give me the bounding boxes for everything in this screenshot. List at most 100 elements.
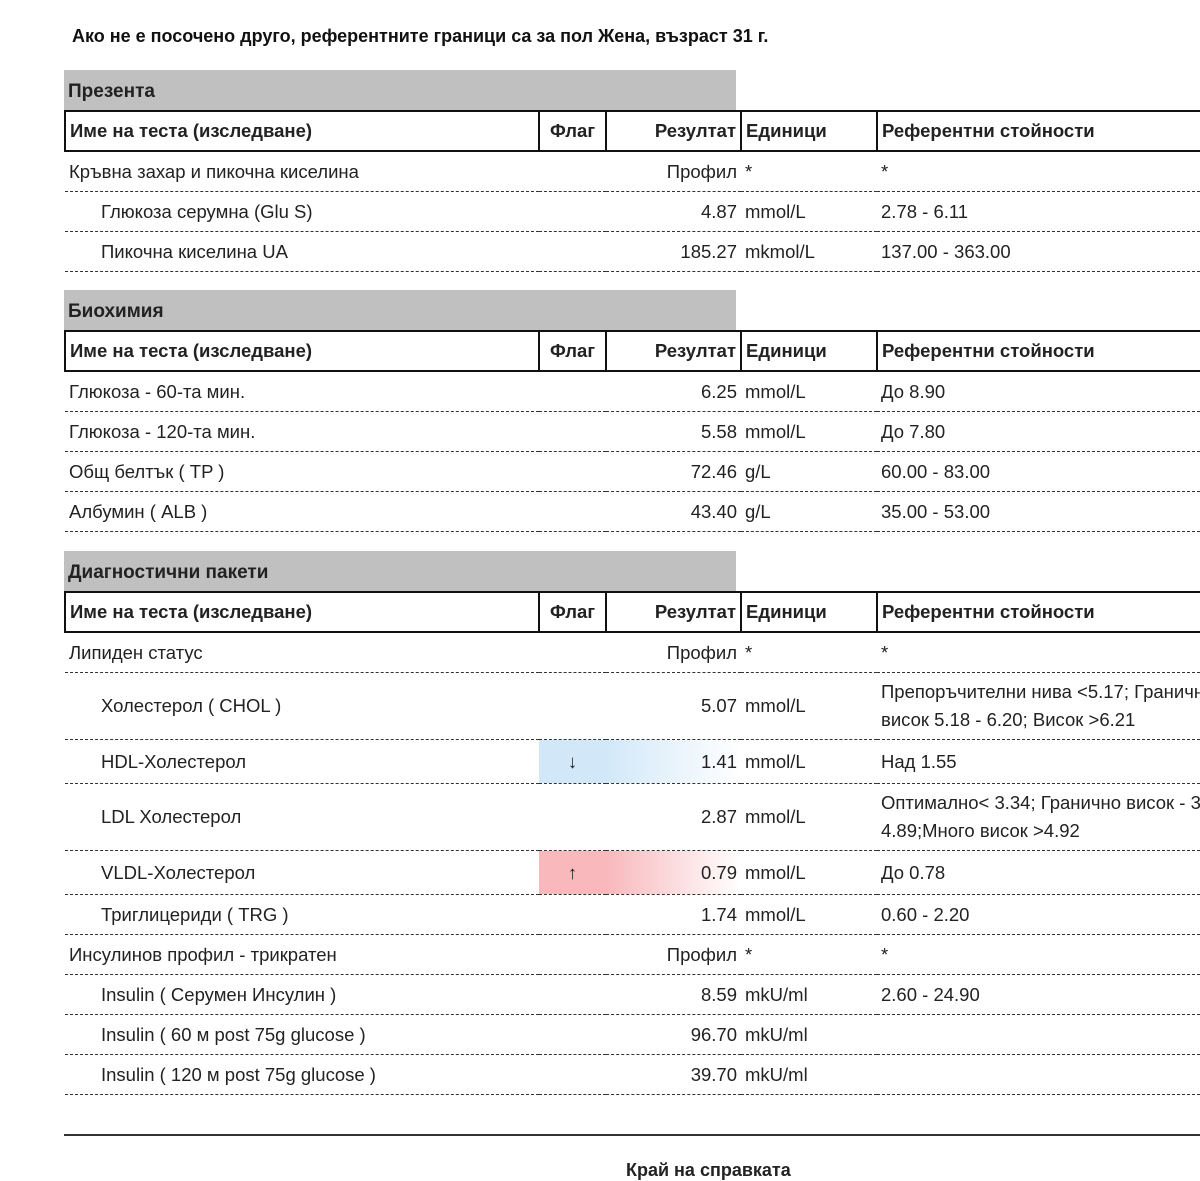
header-units: Единици — [740, 330, 878, 372]
test-name: Глюкоза серумна (Glu S) — [65, 191, 539, 232]
flag — [539, 491, 606, 532]
units: mkU/ml — [741, 1054, 877, 1095]
result-value: 72.46 — [606, 451, 741, 492]
result-value: 1.74 — [606, 894, 741, 935]
reference-range: 137.00 - 363.00 — [877, 231, 1200, 272]
units: mmol/L — [741, 411, 877, 452]
result-value: 0.79 — [606, 850, 741, 895]
test-name: Insulin ( 120 м post 75g glucose ) — [65, 1054, 539, 1095]
header-flag: Флаг — [538, 330, 607, 372]
table-row: Холестерол ( CHOL ) 5.07 mmol/L Препоръч… — [65, 672, 1200, 740]
header-name: Име на теста (изследване) — [64, 110, 540, 152]
section-title: Биохимия — [64, 290, 736, 330]
flag — [539, 1014, 606, 1055]
test-name: LDL Холестерол — [65, 783, 539, 851]
flag — [539, 974, 606, 1015]
units: mmol/L — [741, 783, 877, 851]
header-result: Резултат — [605, 330, 742, 372]
reference-range: До 7.80 — [877, 411, 1200, 452]
result-value: 5.07 — [606, 672, 741, 740]
result-value: 43.40 — [606, 491, 741, 532]
reference-range: 2.78 - 6.11 — [877, 191, 1200, 232]
units: mkU/ml — [741, 974, 877, 1015]
reference-note: Ако не е посочено друго, референтните гр… — [72, 26, 769, 46]
units: mmol/L — [741, 371, 877, 412]
units: mkmol/L — [741, 231, 877, 272]
test-name: Общ белтък ( TP ) — [65, 451, 539, 492]
results-table: Име на теста (изследване) Флаг Резултат … — [64, 330, 1200, 532]
low-flag-icon: ↓ — [539, 739, 606, 784]
units: * — [741, 151, 877, 192]
table-row: LDL Холестерол 2.87 mmol/L Оптимално< 3.… — [65, 783, 1200, 851]
reference-range: 2.60 - 24.90 — [877, 974, 1200, 1015]
units: mmol/L — [741, 739, 877, 784]
units: mmol/L — [741, 191, 877, 232]
test-name: Албумин ( ALB ) — [65, 491, 539, 532]
result-value: Профил — [606, 934, 741, 975]
header-ref: Референтни стойности — [876, 591, 1200, 633]
reference-range: 60.00 - 83.00 — [877, 451, 1200, 492]
result-value: 2.87 — [606, 783, 741, 851]
table-row: VLDL-Холестерол ↑ 0.79 mmol/L До 0.78 — [65, 850, 1200, 895]
reference-range: 35.00 - 53.00 — [877, 491, 1200, 532]
test-name: Insulin ( Серумен Инсулин ) — [65, 974, 539, 1015]
reference-range: Препоръчителни нива <5.17; Гранично висо… — [877, 672, 1200, 740]
units: mmol/L — [741, 894, 877, 935]
test-name: HDL-Холестерол — [65, 739, 539, 784]
table-row: Insulin ( Серумен Инсулин ) 8.59 mkU/ml … — [65, 974, 1200, 1015]
table-row: Кръвна захар и пикочна киселина Профил *… — [65, 151, 1200, 192]
reference-range: * — [877, 151, 1200, 192]
test-name: Пикочна киселина UA — [65, 231, 539, 272]
units: g/L — [741, 491, 877, 532]
reference-range — [877, 1014, 1200, 1055]
table-row: HDL-Холестерол ↓ 1.41 mmol/L Над 1.55 — [65, 739, 1200, 784]
test-name: Глюкоза - 60-та мин. — [65, 371, 539, 412]
units: g/L — [741, 451, 877, 492]
flag — [539, 934, 606, 975]
table-row: Инсулинов профил - трикратен Профил * * — [65, 934, 1200, 975]
flag — [539, 371, 606, 412]
test-name: Глюкоза - 120-та мин. — [65, 411, 539, 452]
flag — [539, 191, 606, 232]
units: * — [741, 632, 877, 673]
units: mmol/L — [741, 672, 877, 740]
result-value: 1.41 — [606, 739, 741, 784]
section-2: Диагностични пакети Име на теста (изслед… — [64, 551, 1200, 1095]
table-header: Име на теста (изследване) Флаг Резултат … — [64, 110, 1200, 152]
high-flag-icon: ↑ — [539, 850, 606, 895]
table-row: Триглицериди ( TRG ) 1.74 mmol/L 0.60 - … — [65, 894, 1200, 935]
flag — [539, 411, 606, 452]
reference-range — [877, 1054, 1200, 1095]
results-table: Име на теста (изследване) Флаг Резултат … — [64, 591, 1200, 1095]
table-row: Insulin ( 120 м post 75g glucose ) 39.70… — [65, 1054, 1200, 1095]
result-value: 8.59 — [606, 974, 741, 1015]
flag — [539, 783, 606, 851]
header-name: Име на теста (изследване) — [64, 330, 540, 372]
test-name: Триглицериди ( TRG ) — [65, 894, 539, 935]
reference-range: * — [877, 632, 1200, 673]
table-header: Име на теста (изследване) Флаг Резултат … — [64, 330, 1200, 372]
test-name: Кръвна захар и пикочна киселина — [65, 151, 539, 192]
table-row: Глюкоза - 120-та мин. 5.58 mmol/L До 7.8… — [65, 411, 1200, 452]
flag — [539, 632, 606, 673]
table-row: Глюкоза - 60-та мин. 6.25 mmol/L До 8.90 — [65, 371, 1200, 412]
table-header: Име на теста (изследване) Флаг Резултат … — [64, 591, 1200, 633]
section-title: Презента — [64, 70, 736, 110]
header-result: Резултат — [605, 110, 742, 152]
units: mmol/L — [741, 850, 877, 895]
header-flag: Флаг — [538, 591, 607, 633]
result-value: 185.27 — [606, 231, 741, 272]
header-ref: Референтни стойности — [876, 330, 1200, 372]
reference-range: Над 1.55 — [877, 739, 1200, 784]
test-name: Insulin ( 60 м post 75g glucose ) — [65, 1014, 539, 1055]
test-name: Липиден статус — [65, 632, 539, 673]
flag — [539, 451, 606, 492]
units: mkU/ml — [741, 1014, 877, 1055]
header-name: Име на теста (изследване) — [64, 591, 540, 633]
reference-range: * — [877, 934, 1200, 975]
table-row: Общ белтък ( TP ) 72.46 g/L 60.00 - 83.0… — [65, 451, 1200, 492]
reference-range: 0.60 - 2.20 — [877, 894, 1200, 935]
header-ref: Референтни стойности — [876, 110, 1200, 152]
header-flag: Флаг — [538, 110, 607, 152]
results-table: Име на теста (изследване) Флаг Резултат … — [64, 110, 1200, 272]
